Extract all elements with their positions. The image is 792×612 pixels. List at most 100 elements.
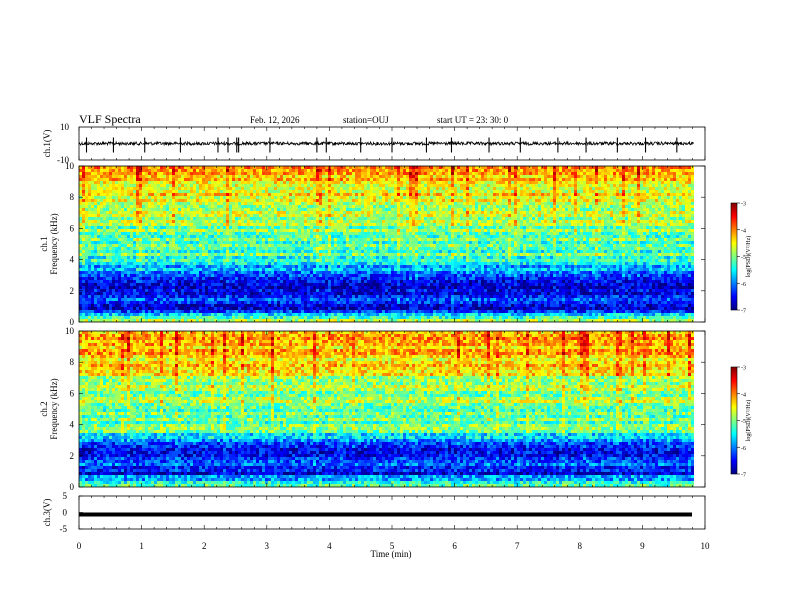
psd-cell [343, 268, 346, 271]
psd-cell [109, 316, 112, 319]
psd-cell [112, 169, 115, 172]
psd-cell [292, 214, 295, 217]
psd-cell [205, 283, 208, 286]
psd-cell [178, 169, 181, 172]
psd-cell [160, 166, 163, 169]
psd-cell [244, 241, 247, 244]
psd-cell [349, 271, 352, 274]
psd-cell [289, 298, 292, 301]
psd-cell [181, 292, 184, 295]
psd-cell [283, 244, 286, 247]
psd-cell [136, 202, 139, 205]
psd-cell [238, 289, 241, 292]
psd-cell [319, 169, 322, 172]
psd-cell [166, 217, 169, 220]
psd-cell [142, 262, 145, 265]
psd-cell [310, 184, 313, 187]
psd-cell [97, 184, 100, 187]
psd-cell [82, 271, 85, 274]
psd-cell [148, 250, 151, 253]
psd-cell [154, 241, 157, 244]
psd-cell [316, 265, 319, 268]
psd-cell [184, 238, 187, 241]
psd-cell [241, 253, 244, 256]
psd-cell [145, 238, 148, 241]
psd-cell [226, 217, 229, 220]
psd-cell [205, 265, 208, 268]
psd-cell [295, 217, 298, 220]
psd-cell [133, 247, 136, 250]
psd-cell [253, 292, 256, 295]
psd-cell [217, 316, 220, 319]
psd-cell [310, 256, 313, 259]
psd-cell [136, 313, 139, 316]
psd-cell [184, 235, 187, 238]
psd-cell [280, 232, 283, 235]
psd-cell [154, 292, 157, 295]
psd-cell [286, 265, 289, 268]
psd-cell [331, 280, 334, 283]
psd-cell [214, 172, 217, 175]
psd-cell [82, 238, 85, 241]
psd-cell [244, 226, 247, 229]
psd-cell [142, 259, 145, 262]
psd-cell [190, 169, 193, 172]
psd-cell [208, 310, 211, 313]
psd-cell [259, 235, 262, 238]
psd-cell [106, 319, 109, 322]
psd-cell [313, 295, 316, 298]
psd-cell [163, 316, 166, 319]
psd-cell [148, 310, 151, 313]
psd-cell [265, 196, 268, 199]
psd-cell [343, 244, 346, 247]
psd-cell [79, 304, 82, 307]
psd-cell [238, 178, 241, 181]
psd-cell [121, 223, 124, 226]
psd-cell [214, 277, 217, 280]
psd-cell [334, 277, 337, 280]
psd-cell [157, 274, 160, 277]
psd-cell [148, 271, 151, 274]
psd-cell [151, 247, 154, 250]
psd-cell [214, 229, 217, 232]
psd-cell [289, 271, 292, 274]
psd-cell [304, 184, 307, 187]
psd-cell [304, 313, 307, 316]
psd-cell [325, 250, 328, 253]
psd-cell [145, 277, 148, 280]
psd-cell [268, 292, 271, 295]
psd-cell [226, 250, 229, 253]
psd-cell [175, 235, 178, 238]
psd-cell [106, 166, 109, 169]
psd-cell [181, 175, 184, 178]
psd-cell [208, 247, 211, 250]
psd-cell [178, 313, 181, 316]
psd-cell [262, 313, 265, 316]
psd-cell [151, 190, 154, 193]
psd-cell [136, 238, 139, 241]
psd-cell [148, 229, 151, 232]
psd-cell [220, 286, 223, 289]
psd-cell [166, 256, 169, 259]
psd-cell [268, 280, 271, 283]
psd-cell [301, 271, 304, 274]
psd-cell [295, 220, 298, 223]
psd-cell [151, 310, 154, 313]
psd-cell [256, 274, 259, 277]
psd-cell [259, 166, 262, 169]
psd-cell [292, 166, 295, 169]
psd-cell [181, 226, 184, 229]
psd-cell [154, 277, 157, 280]
psd-cell [256, 190, 259, 193]
psd-cell [289, 316, 292, 319]
psd-cell [271, 187, 274, 190]
psd-cell [127, 298, 130, 301]
psd-cell [328, 220, 331, 223]
psd-cell [121, 187, 124, 190]
psd-cell [79, 319, 82, 322]
psd-cell [166, 262, 169, 265]
psd-cell [103, 277, 106, 280]
psd-cell [109, 220, 112, 223]
psd-cell [265, 271, 268, 274]
psd-cell [79, 298, 82, 301]
